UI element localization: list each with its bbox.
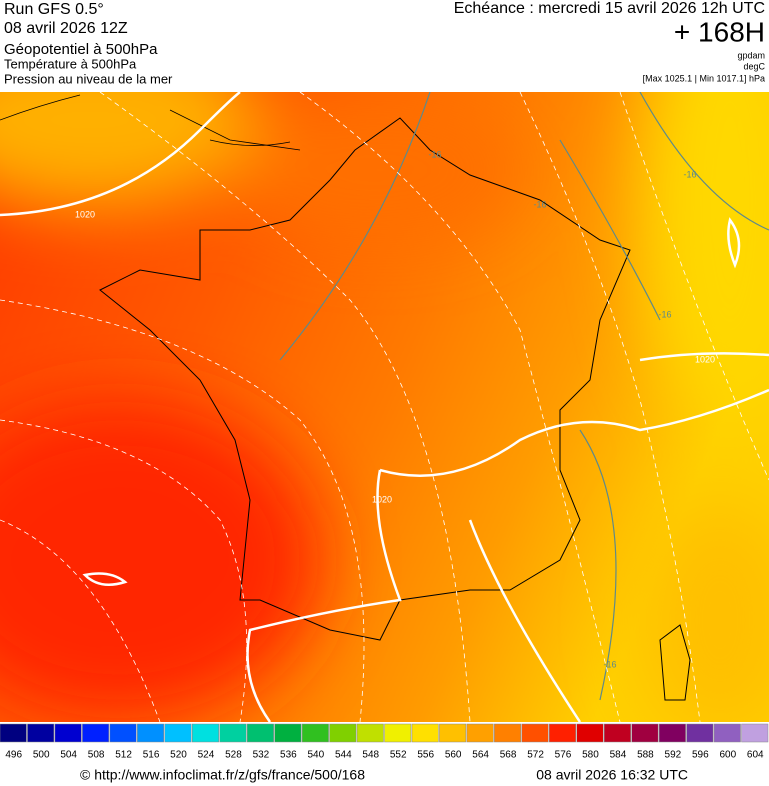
legend-swatch [603, 723, 631, 743]
legend-swatch [631, 723, 659, 743]
legend-swatch [356, 723, 384, 743]
legend-label: 540 [307, 750, 324, 761]
legend-swatch [329, 723, 357, 743]
valid-time: Echéance : mercredi 15 avril 2026 12h UT… [454, 0, 765, 17]
legend-label: 572 [527, 750, 544, 761]
legend-label: 576 [555, 750, 572, 761]
field-label: Température à 500hPa [4, 56, 137, 71]
legend-label: 544 [335, 750, 352, 761]
contour-label: 1020 [75, 209, 95, 219]
legend-swatch [109, 723, 137, 743]
legend-swatch [246, 723, 274, 743]
legend-swatch [576, 723, 604, 743]
legend-swatch [713, 723, 741, 743]
legend-label: 552 [390, 750, 407, 761]
legend-label: 560 [445, 750, 462, 761]
legend-label: 496 [5, 750, 22, 761]
run-label: Run GFS 0.5° [4, 1, 104, 18]
legend-label: 532 [253, 750, 270, 761]
contour-label: -16 [533, 199, 546, 209]
contour-label: -16 [683, 169, 696, 179]
contour-label: 1020 [372, 494, 392, 504]
run-date: 08 avril 2026 12Z [4, 20, 128, 37]
legend-swatch [192, 723, 219, 743]
legend-swatch [741, 723, 769, 743]
legend-swatch [439, 723, 467, 743]
legend-label: 504 [60, 750, 77, 761]
contour-label: -16 [428, 149, 441, 159]
legend-swatch [274, 723, 302, 743]
legend-label: 556 [417, 750, 434, 761]
legend-swatch [384, 723, 412, 743]
legend-swatch [686, 723, 714, 743]
legend-swatch [301, 723, 329, 743]
contour-label: -16 [603, 659, 616, 669]
lead-time: + 168H [674, 16, 765, 47]
legend-label: 520 [170, 750, 187, 761]
field-label: Pression au niveau de la mer [4, 71, 173, 86]
legend-swatch [137, 723, 165, 743]
field-label: Géopotentiel à 500hPa [4, 41, 158, 58]
legend-label: 516 [143, 750, 160, 761]
legend-swatch [164, 723, 192, 743]
color-legend: 496 500 504 508 512 516 520 524 528 532 536 540 544 5… [0, 723, 769, 761]
legend-swatch [411, 723, 439, 743]
legend-label: 600 [719, 750, 736, 761]
legend-swatch [521, 723, 549, 743]
legend-swatch [0, 723, 27, 743]
legend-swatch [549, 723, 576, 743]
legend-label: 584 [610, 750, 627, 761]
contour-label: 1020 [695, 354, 715, 364]
legend-label: 592 [665, 750, 682, 761]
contour-labels: 1020 1020 1020 -16 -16 -16 -16 -16 [75, 149, 715, 669]
legend-swatch [27, 723, 55, 743]
legend-label: 588 [637, 750, 654, 761]
legend-label: 596 [692, 750, 709, 761]
legend-swatch [494, 723, 522, 743]
header: Run GFS 0.5° 08 avril 2026 12Z Géopotent… [4, 0, 766, 86]
legend-label: 564 [472, 750, 489, 761]
legend-label: 604 [747, 750, 764, 761]
contour-label: -16 [658, 309, 671, 319]
legend-swatch [54, 723, 82, 743]
unit-label: gpdam [737, 50, 765, 60]
legend-label: 528 [225, 750, 242, 761]
legend-swatch [82, 723, 110, 743]
generated-time: 08 avril 2026 16:32 UTC [536, 767, 688, 783]
map [0, 92, 769, 722]
legend-label: 524 [198, 750, 215, 761]
legend-label: 508 [88, 750, 105, 761]
legend-label: 580 [582, 750, 599, 761]
legend-swatch [219, 723, 247, 743]
legend-label: 568 [500, 750, 517, 761]
pressure-range: [Max 1025.1 | Min 1017.1] hPa [643, 73, 765, 83]
source-url: © http://www.infoclimat.fr/z/gfs/france/… [80, 767, 365, 783]
legend-label: 500 [33, 750, 50, 761]
unit-label: degC [743, 61, 765, 71]
legend-label: 548 [362, 750, 379, 761]
legend-label: 512 [115, 750, 132, 761]
legend-label: 536 [280, 750, 297, 761]
legend-swatch [658, 723, 686, 743]
legend-swatch [466, 723, 494, 743]
